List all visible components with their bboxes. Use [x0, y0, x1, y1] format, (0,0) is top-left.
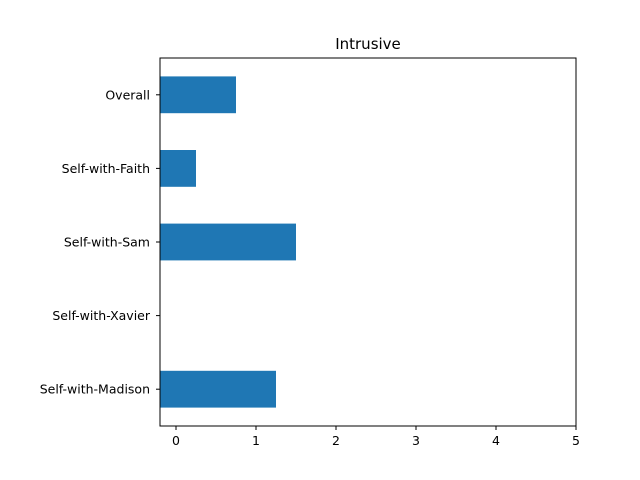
- y-tick-label: Self-with-Sam: [64, 235, 150, 250]
- y-tick-label: Self-with-Faith: [62, 161, 150, 176]
- plot-frame: [159, 57, 577, 427]
- x-tick-label: 2: [332, 433, 340, 448]
- x-tick-label: 5: [572, 433, 580, 448]
- x-tick-label: 4: [492, 433, 500, 448]
- y-tick-label: Overall: [105, 87, 150, 102]
- chart-title: Intrusive: [335, 35, 401, 53]
- bar-self-with-sam: [160, 223, 296, 261]
- bar-self-with-madison: [160, 370, 276, 408]
- bars: [160, 76, 296, 408]
- bar-self-with-faith: [160, 150, 196, 187]
- bar-overall: [160, 76, 236, 114]
- y-axis-ticks: Overall Self-with-Faith Self-with-Sam Self-…: [40, 87, 160, 397]
- x-tick-label: 0: [172, 433, 180, 448]
- y-tick-label: Self-with-Xavier: [52, 308, 151, 323]
- x-tick-label: 1: [252, 433, 260, 448]
- y-tick-label: Self-with-Madison: [40, 382, 150, 397]
- x-axis-ticks: 0 1 2 3 4 5: [172, 426, 580, 448]
- x-tick-label: 3: [412, 433, 420, 448]
